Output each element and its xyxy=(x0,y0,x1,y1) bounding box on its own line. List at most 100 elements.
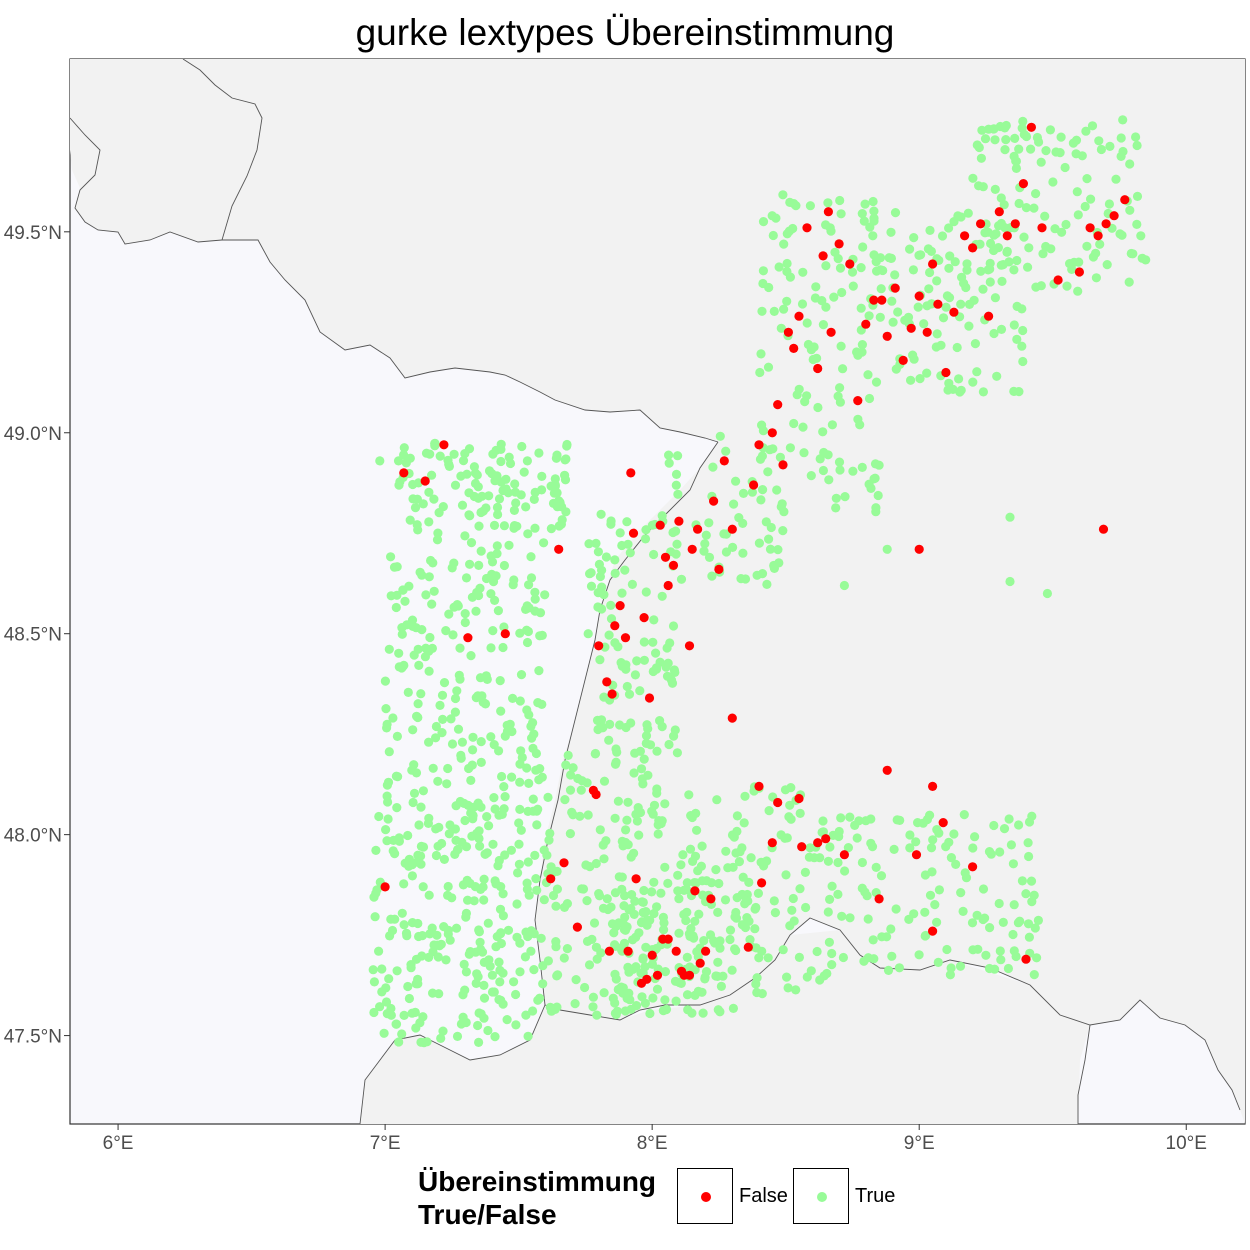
true-point-893 xyxy=(652,902,662,912)
true-point-133 xyxy=(443,925,453,935)
true-point-232 xyxy=(495,676,505,686)
true-point-388 xyxy=(466,775,476,786)
true-point-1114 xyxy=(949,829,959,839)
legend-key-false xyxy=(677,1168,733,1224)
true-point-1063 xyxy=(707,878,717,888)
true-point-1178 xyxy=(973,944,983,954)
true-point-121 xyxy=(484,821,494,831)
true-point-441 xyxy=(486,643,496,653)
true-point-677 xyxy=(637,992,647,1002)
true-point-170 xyxy=(438,1026,448,1036)
true-point-681 xyxy=(660,967,671,977)
true-point-1345 xyxy=(758,266,769,276)
true-point-1557 xyxy=(1126,248,1136,259)
true-point-1057 xyxy=(812,946,822,957)
true-point-990 xyxy=(795,808,805,819)
true-point-607 xyxy=(610,813,620,823)
true-point-315 xyxy=(500,792,510,802)
true-point-988 xyxy=(781,870,791,880)
true-point-1258 xyxy=(729,499,739,509)
true-point-1544 xyxy=(1018,116,1028,126)
true-point-437 xyxy=(409,760,419,770)
true-point-996 xyxy=(787,905,797,915)
true-point-811 xyxy=(586,581,597,591)
true-point-29 xyxy=(436,1033,446,1043)
true-point-1300 xyxy=(798,422,808,432)
true-point-818 xyxy=(594,559,605,570)
true-point-1354 xyxy=(757,306,767,316)
true-point-780 xyxy=(635,686,645,696)
true-point-1021 xyxy=(725,925,736,935)
true-point-972 xyxy=(699,936,709,946)
true-point-1438 xyxy=(1017,341,1027,351)
true-point-825 xyxy=(625,548,635,558)
true-point-847 xyxy=(604,630,614,640)
true-point-427 xyxy=(490,804,500,814)
true-point-1512 xyxy=(1132,140,1142,151)
true-point-9 xyxy=(506,845,516,855)
true-point-375 xyxy=(474,590,484,601)
true-point-1112 xyxy=(927,867,937,877)
true-point-1459 xyxy=(969,295,979,305)
land-germany xyxy=(183,59,1245,1124)
true-point-913 xyxy=(728,1003,739,1014)
false-point-15 xyxy=(628,528,639,538)
true-point-1560 xyxy=(1011,163,1022,173)
true-point-1640 xyxy=(1005,512,1015,522)
true-point-367 xyxy=(476,546,486,556)
legend-label-true: True xyxy=(855,1185,896,1207)
true-point-902 xyxy=(610,998,620,1008)
true-point-396 xyxy=(489,740,499,750)
true-point-1124 xyxy=(958,906,968,917)
true-point-1004 xyxy=(711,865,721,875)
true-point-249 xyxy=(515,804,525,815)
false-point-44 xyxy=(845,259,855,269)
true-point-1329 xyxy=(840,492,850,502)
true-point-176 xyxy=(371,845,381,856)
true-point-153 xyxy=(479,874,489,884)
false-point-82 xyxy=(813,838,823,848)
true-point-174 xyxy=(428,988,438,998)
true-point-1620 xyxy=(1072,187,1082,197)
true-point-1158 xyxy=(825,842,835,852)
true-point-1399 xyxy=(836,209,846,219)
true-point-1563 xyxy=(1017,123,1027,133)
true-point-869 xyxy=(660,995,670,1005)
true-point-342 xyxy=(416,802,426,812)
true-point-1067 xyxy=(705,930,716,940)
true-point-1633 xyxy=(1031,282,1041,292)
true-point-229 xyxy=(520,952,531,962)
true-point-1134 xyxy=(984,963,995,974)
true-point-578 xyxy=(544,835,554,845)
true-point-49 xyxy=(475,841,485,851)
true-point-865 xyxy=(714,878,724,889)
true-point-1373 xyxy=(785,443,796,453)
true-point-1217 xyxy=(868,935,878,945)
true-point-628 xyxy=(535,764,545,774)
true-point-977 xyxy=(770,908,781,918)
true-point-1541 xyxy=(1014,144,1024,154)
true-point-1164 xyxy=(877,932,887,942)
true-point-1558 xyxy=(1111,174,1121,184)
false-point-72 xyxy=(1093,231,1103,241)
true-point-732 xyxy=(577,776,587,786)
true-point-373 xyxy=(382,719,392,730)
true-point-771 xyxy=(651,648,661,658)
true-point-711 xyxy=(575,811,585,821)
true-point-1582 xyxy=(990,184,1000,194)
true-point-723 xyxy=(637,774,648,784)
true-point-485 xyxy=(429,494,439,504)
true-point-357 xyxy=(444,609,454,619)
true-point-502 xyxy=(450,480,461,490)
true-point-179 xyxy=(391,1019,401,1029)
true-point-1027 xyxy=(697,841,707,851)
true-point-127 xyxy=(491,879,501,889)
true-point-1471 xyxy=(1009,320,1019,330)
legend-dot-true xyxy=(817,1192,827,1202)
true-point-1015 xyxy=(818,816,828,826)
true-point-1011 xyxy=(783,983,793,993)
true-point-358 xyxy=(384,747,394,757)
true-point-439 xyxy=(446,714,456,724)
true-point-144 xyxy=(491,942,501,952)
true-point-1485 xyxy=(964,321,974,331)
